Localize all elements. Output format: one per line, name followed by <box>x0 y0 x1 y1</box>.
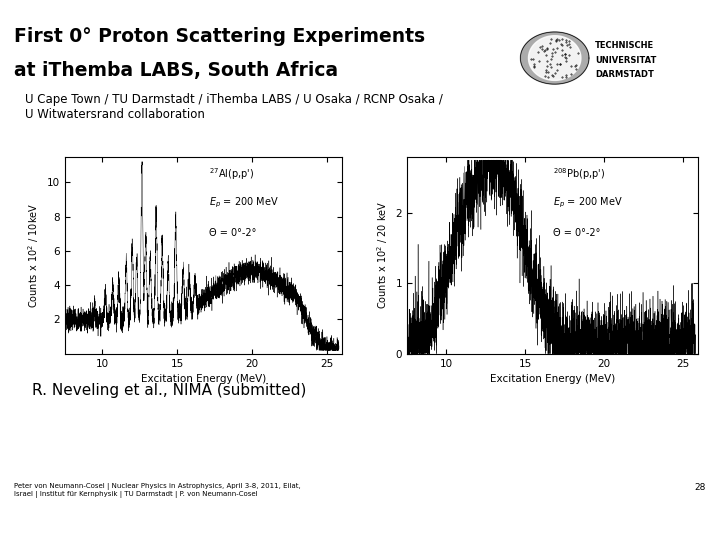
Text: Θ = 0°-2°: Θ = 0°-2° <box>209 227 256 238</box>
Text: at iThemba LABS, South Africa: at iThemba LABS, South Africa <box>14 61 338 80</box>
Text: DARMSTADT: DARMSTADT <box>595 71 654 79</box>
Text: Peter von Neumann-Cosel | Nuclear Physics in Astrophysics, April 3-8, 2011, Eila: Peter von Neumann-Cosel | Nuclear Physic… <box>14 483 301 498</box>
Polygon shape <box>528 36 581 80</box>
Text: UNIVERSITAT: UNIVERSITAT <box>595 56 657 65</box>
Polygon shape <box>521 32 589 84</box>
Text: $^{208}$Pb(p,p'): $^{208}$Pb(p,p') <box>552 166 605 183</box>
X-axis label: Excitation Energy (MeV): Excitation Energy (MeV) <box>490 374 615 384</box>
Text: First 0° Proton Scattering Experiments: First 0° Proton Scattering Experiments <box>14 27 426 46</box>
Y-axis label: Counts x 10$^2$ / 20 keV: Counts x 10$^2$ / 20 keV <box>375 201 390 309</box>
Text: $^{27}$Al(p,p'): $^{27}$Al(p,p') <box>209 166 254 183</box>
Text: $E_p$ = 200 MeV: $E_p$ = 200 MeV <box>552 196 623 211</box>
Text: $E_p$ = 200 MeV: $E_p$ = 200 MeV <box>209 196 279 211</box>
Text: 28: 28 <box>694 483 706 492</box>
Y-axis label: Counts x 10$^2$ / 10keV: Counts x 10$^2$ / 10keV <box>27 202 41 308</box>
X-axis label: Excitation Energy (MeV): Excitation Energy (MeV) <box>141 374 266 384</box>
Text: U Cape Town / TU Darmstadt / iThemba LABS / U Osaka / RCNP Osaka /
U Witwatersra: U Cape Town / TU Darmstadt / iThemba LAB… <box>25 93 443 122</box>
Text: TECHNISCHE: TECHNISCHE <box>595 40 654 50</box>
Text: R. Neveling et al., NIMA (submitted): R. Neveling et al., NIMA (submitted) <box>32 383 307 398</box>
Text: Θ = 0°-2°: Θ = 0°-2° <box>552 227 600 238</box>
